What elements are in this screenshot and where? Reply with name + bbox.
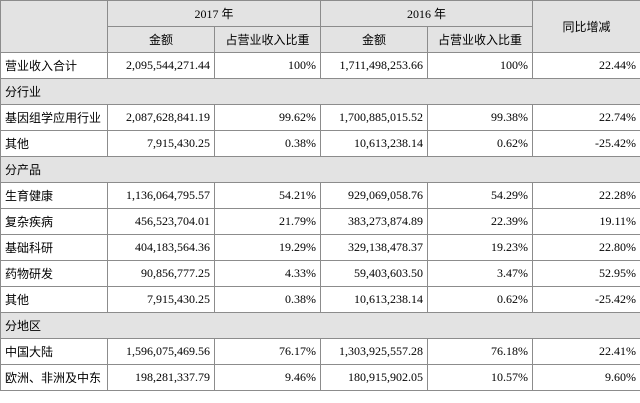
row-label: 药物研发 (0, 260, 108, 287)
year-header: 2016 年 (320, 0, 534, 27)
cell-value: 456,523,704.01 (107, 208, 215, 235)
cell-value: 3.47% (427, 260, 534, 287)
subheader: 金额 (320, 26, 429, 53)
section-label: 分产品 (0, 156, 640, 183)
cell-value: 52.95% (532, 260, 640, 287)
cell-value: 76.18% (427, 338, 534, 365)
data-row: 其他 7,915,430.25 0.38% 10,613,238.14 0.62% -25… (0, 130, 640, 157)
cell-value: 180,915,902.05 (320, 364, 429, 391)
row-label: 其他 (0, 286, 108, 313)
data-row: 药物研发 90,856,777.25 4.33% 59,403,603.50 3.47%… (0, 260, 640, 287)
cell-value: 10,613,238.14 (320, 130, 429, 157)
data-row: 基因组学应用行业 2,087,628,841.19 99.62% 1,700,885,… (0, 104, 640, 131)
change-header: 同比增减 (532, 0, 640, 53)
cell-value: 7,915,430.25 (107, 286, 215, 313)
cell-value: 22.44% (532, 52, 640, 79)
cell-value: 9.60% (532, 364, 640, 391)
row-label: 基因组学应用行业 (0, 104, 108, 131)
cell-value: -25.42% (532, 130, 640, 157)
cell-value: 9.46% (213, 364, 322, 391)
cell-value: 90,856,777.25 (107, 260, 215, 287)
row-label: 其他 (0, 130, 108, 157)
table-body: 营业收入合计 2,095,544,271.44 100% 1,711,498,253.… (0, 52, 640, 391)
cell-value: 1,596,075,469.56 (107, 338, 215, 365)
cell-value: 54.21% (213, 182, 322, 209)
cell-value: 22.80% (532, 234, 640, 261)
subheader: 金额 (107, 26, 215, 53)
cell-value: 21.79% (213, 208, 322, 235)
subheader: 占营业收入比重 (213, 26, 322, 53)
revenue-table: 2017 年 2016 年 同比增减 金额 占营业收入比重 金额 占营业收入比重… (0, 0, 640, 391)
cell-value: 10.57% (427, 364, 534, 391)
cell-value: 22.39% (427, 208, 534, 235)
subheader-row: 金额 占营业收入比重 金额 占营业收入比重 (1, 26, 640, 53)
cell-value: 7,915,430.25 (107, 130, 215, 157)
row-label: 基础科研 (0, 234, 108, 261)
row-label: 复杂疾病 (0, 208, 108, 235)
cell-value: -25.42% (532, 286, 640, 313)
data-row: 基础科研 404,183,564.36 19.29% 329,138,478.37 19… (0, 234, 640, 261)
cell-value: 2,087,628,841.19 (107, 104, 215, 131)
row-label: 营业收入合计 (0, 52, 108, 79)
cell-value: 22.41% (532, 338, 640, 365)
cell-value: 100% (213, 52, 322, 79)
cell-value: 19.23% (427, 234, 534, 261)
cell-value: 19.11% (532, 208, 640, 235)
cell-value: 22.28% (532, 182, 640, 209)
data-row: 生育健康 1,136,064,795.57 54.21% 929,069,058.76… (0, 182, 640, 209)
cell-value: 329,138,478.37 (320, 234, 429, 261)
cell-value: 929,069,058.76 (320, 182, 429, 209)
section-row: 分地区 (0, 312, 640, 339)
cell-value: 0.62% (427, 286, 534, 313)
cell-value: 19.29% (213, 234, 322, 261)
year-header: 2017 年 (106, 0, 322, 27)
section-row: 分行业 (0, 78, 640, 105)
cell-value: 1,136,064,795.57 (107, 182, 215, 209)
cell-value: 59,403,603.50 (320, 260, 429, 287)
cell-value: 2,095,544,271.44 (107, 52, 215, 79)
cell-value: 76.17% (213, 338, 322, 365)
cell-value: 198,281,337.79 (107, 364, 215, 391)
cell-value: 0.38% (213, 130, 322, 157)
cell-value: 1,700,885,015.52 (320, 104, 429, 131)
row-label: 欧洲、非洲及中东 (0, 364, 108, 391)
data-row: 营业收入合计 2,095,544,271.44 100% 1,711,498,253.… (0, 52, 640, 79)
cell-value: 0.38% (213, 286, 322, 313)
header-row: 2017 年 2016 年 同比增减 (0, 0, 640, 53)
cell-value: 0.62% (427, 130, 534, 157)
data-row: 欧洲、非洲及中东 198,281,337.79 9.46% 180,915,902.0… (0, 364, 640, 391)
data-row: 中国大陆 1,596,075,469.56 76.17% 1,303,925,557.… (0, 338, 640, 365)
cell-value: 1,711,498,253.66 (320, 52, 429, 79)
cell-value: 404,183,564.36 (107, 234, 215, 261)
section-label: 分地区 (0, 312, 640, 339)
subheader: 占营业收入比重 (427, 26, 534, 53)
cell-value: 99.38% (427, 104, 534, 131)
data-row: 复杂疾病 456,523,704.01 21.79% 383,273,874.89 22… (0, 208, 640, 235)
cell-value: 1,303,925,557.28 (320, 338, 429, 365)
row-label: 生育健康 (0, 182, 108, 209)
cell-value: 100% (427, 52, 534, 79)
cell-value: 99.62% (213, 104, 322, 131)
cell-value: 4.33% (213, 260, 322, 287)
row-label: 中国大陆 (0, 338, 108, 365)
data-row: 其他 7,915,430.25 0.38% 10,613,238.14 0.62% -25… (0, 286, 640, 313)
section-label: 分行业 (0, 78, 640, 105)
cell-value: 22.74% (532, 104, 640, 131)
cell-value: 383,273,874.89 (320, 208, 429, 235)
cell-value: 10,613,238.14 (320, 286, 429, 313)
cell-value: 54.29% (427, 182, 534, 209)
section-row: 分产品 (0, 156, 640, 183)
header-blank (0, 0, 108, 53)
